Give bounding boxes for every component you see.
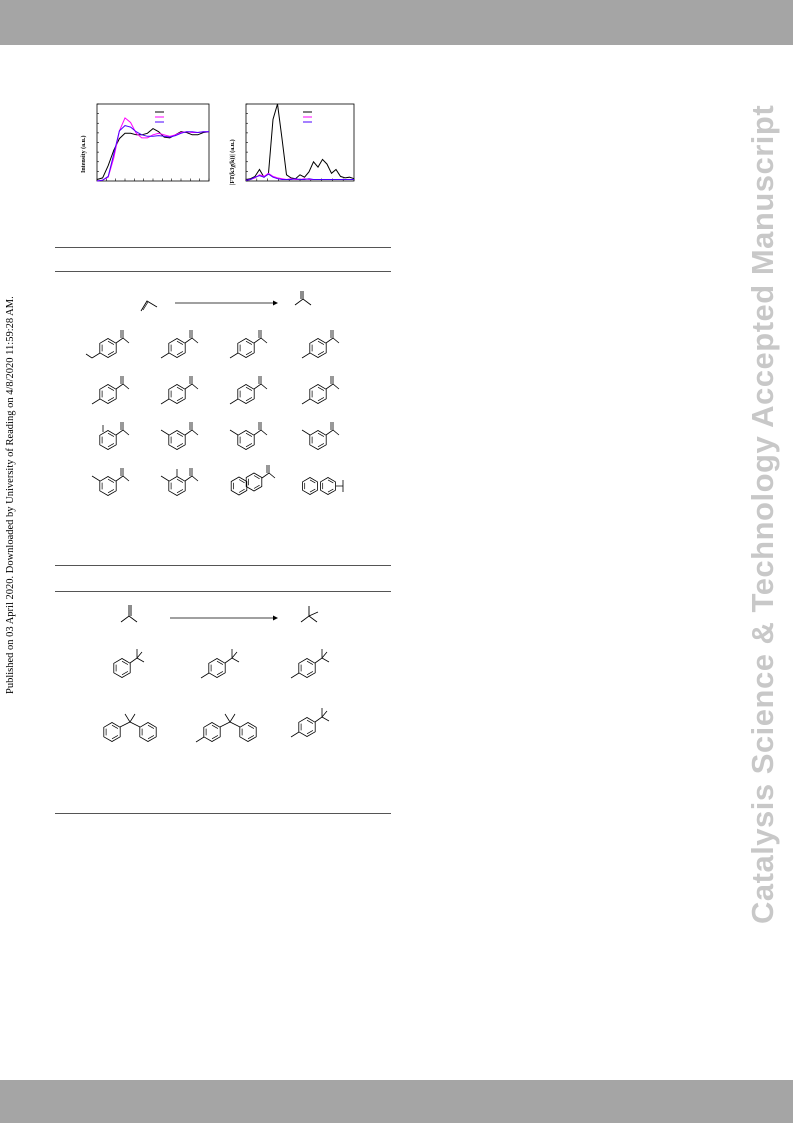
benzene-ring (302, 477, 318, 495)
benzene-ring (309, 338, 327, 358)
benzene-ring (237, 384, 255, 404)
acetyl-group (184, 468, 199, 482)
acetyl-group (115, 376, 130, 390)
benzene-ring (99, 384, 117, 404)
table1-substrate-grid (85, 330, 344, 496)
benzene-ring (208, 658, 226, 678)
xanes-series-line (96, 117, 209, 182)
tert-butyl-group (314, 649, 330, 664)
table2-bottom-rule (55, 813, 391, 814)
acetyl-group (115, 468, 130, 482)
bottom-footer-band (0, 1080, 793, 1123)
exafs-series-line (245, 103, 355, 180)
methyl-substituent (160, 429, 170, 436)
tert-butyl-group (314, 708, 330, 723)
acetyl-group (184, 330, 199, 344)
acetyl-group (184, 376, 199, 390)
acetophenone-product-structure (294, 291, 312, 306)
acetyl-group (325, 422, 340, 436)
exafs-chart: |FT(k3χ(k))| (a.u.) (229, 103, 355, 185)
methyl-substituent (85, 353, 93, 359)
styrene-reactant-structure (140, 300, 158, 312)
diaryl-propane-bridge (119, 713, 141, 728)
benzene-ring (320, 477, 336, 495)
acetyl-group (253, 422, 268, 436)
top-header-band (0, 0, 793, 45)
tert-butyl-group (129, 649, 145, 664)
benzene-ring (298, 717, 316, 737)
benzene-ring (113, 658, 131, 678)
exafs-series-line (245, 173, 354, 181)
methyl-substituent (301, 352, 311, 359)
acetyl-group (325, 330, 340, 344)
methyl-substituent (301, 429, 311, 436)
benzene-ring (298, 658, 316, 678)
exafs-y-axis-label: |FT(k3χ(k))| (a.u.) (229, 139, 236, 185)
exafs-plot-frame (245, 103, 355, 182)
benzene-ring (309, 384, 327, 404)
acetyl-group (261, 465, 276, 479)
benzene-ring (168, 338, 186, 358)
xanes-y-axis-label: Intensity (a.u.) (80, 135, 87, 173)
methyl-substituent (160, 352, 170, 359)
table1-reaction-scheme (140, 291, 312, 312)
accepted-manuscript-watermark: Catalysis Science & Technology Accepted … (745, 104, 780, 924)
methyl-substituent (91, 352, 101, 359)
methyl-substituent (195, 736, 205, 743)
methyl-substituent (160, 398, 170, 405)
table2-reaction-scheme (120, 605, 319, 623)
methyl-substituent (229, 398, 239, 405)
benzene-ring (168, 384, 186, 404)
diaryl-propane-bridge (219, 713, 241, 728)
methyl-substituent (200, 672, 210, 679)
acetyl-group (253, 376, 268, 390)
table2-header-rule (55, 591, 391, 592)
acetyl-group (115, 330, 130, 344)
benzene-ring (99, 430, 117, 450)
benzene-ring (99, 338, 117, 358)
acetyl-group (253, 330, 268, 344)
table2-product-grid (103, 649, 330, 743)
benzene-ring (237, 338, 255, 358)
methyl-substituent (91, 398, 101, 405)
xanes-plot-frame (96, 103, 210, 182)
table1-header-rule (55, 271, 391, 272)
tert-butyl-product-structure (300, 606, 319, 623)
table1-top-rule (55, 247, 391, 248)
methyl-substituent (290, 672, 300, 679)
methyl-substituent (290, 731, 300, 738)
xanes-series-line (96, 125, 209, 182)
acetyl-group (184, 422, 199, 436)
acetyl-group (115, 422, 130, 436)
xanes-chart: Intensity (a.u.) (80, 103, 210, 182)
benzene-ring (245, 472, 263, 492)
methyl-substituent (229, 429, 239, 436)
download-note: Published on 03 April 2020. Downloaded b… (5, 296, 16, 694)
methyl-substituent (229, 352, 239, 359)
table2-top-rule (55, 565, 391, 566)
benzene-ring (230, 476, 248, 496)
methyl-substituent (160, 475, 170, 482)
isobutene-reactant-structure (120, 605, 138, 623)
methyl-substituent (91, 475, 101, 482)
acetyl-group (325, 376, 340, 390)
methyl-substituent (301, 398, 311, 405)
tert-butyl-group (224, 649, 240, 664)
